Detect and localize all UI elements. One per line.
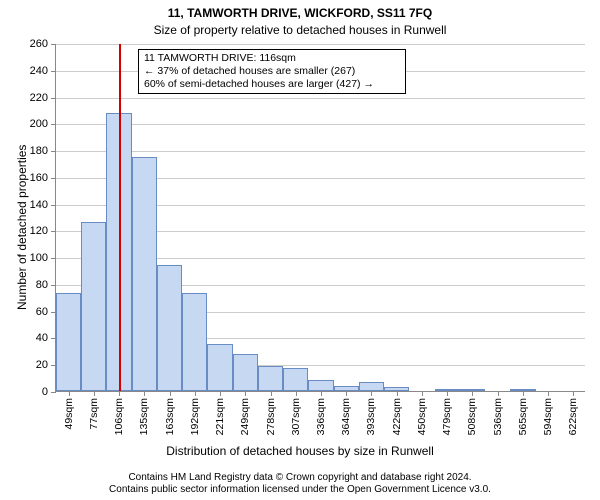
x-tick-label: 364sqm [340, 398, 352, 435]
y-tick-label: 120 [30, 225, 48, 237]
histogram-bar [132, 157, 157, 391]
x-tick [422, 391, 423, 396]
y-tick [51, 392, 56, 393]
y-tick-label: 140 [30, 199, 48, 211]
y-tick-label: 180 [30, 145, 48, 157]
x-tick [548, 391, 549, 396]
y-tick-label: 20 [36, 359, 48, 371]
x-tick-label: 163sqm [164, 398, 176, 435]
y-tick [51, 44, 56, 45]
y-tick-label: 260 [30, 38, 48, 50]
x-tick [447, 391, 448, 396]
annotation-box: 11 TAMWORTH DRIVE: 116sqm← 37% of detach… [138, 49, 406, 94]
histogram-bar [81, 222, 106, 391]
chart-subtitle: Size of property relative to detached ho… [0, 23, 600, 37]
x-tick-label: 77sqm [88, 398, 100, 430]
x-tick-label: 49sqm [63, 398, 75, 430]
plot-area: 02040608010012014016018020022024026049sq… [55, 44, 585, 392]
x-tick [498, 391, 499, 396]
y-tick [51, 71, 56, 72]
y-tick [51, 151, 56, 152]
x-tick-label: 192sqm [189, 398, 201, 435]
y-tick-label: 160 [30, 172, 48, 184]
x-tick-label: 450sqm [416, 398, 428, 435]
x-tick [69, 391, 70, 396]
x-tick [245, 391, 246, 396]
x-tick [220, 391, 221, 396]
histogram-bar [283, 368, 308, 391]
histogram-bar [308, 380, 333, 391]
annotation-line2: ← 37% of detached houses are smaller (26… [144, 65, 400, 78]
x-tick [119, 391, 120, 396]
y-tick [51, 231, 56, 232]
y-tick [51, 178, 56, 179]
grid-line [56, 44, 585, 45]
y-tick-label: 100 [30, 252, 48, 264]
x-tick [296, 391, 297, 396]
x-tick [573, 391, 574, 396]
x-tick [472, 391, 473, 396]
x-tick-label: 594sqm [542, 398, 554, 435]
y-tick [51, 98, 56, 99]
x-tick [371, 391, 372, 396]
y-tick-label: 60 [36, 306, 48, 318]
x-tick [271, 391, 272, 396]
x-tick-label: 278sqm [265, 398, 277, 435]
x-tick-label: 422sqm [391, 398, 403, 435]
attribution-line2: Contains public sector information licen… [0, 484, 600, 496]
y-tick-label: 200 [30, 118, 48, 130]
x-tick [170, 391, 171, 396]
y-tick-label: 220 [30, 92, 48, 104]
x-tick-label: 393sqm [365, 398, 377, 435]
x-tick [195, 391, 196, 396]
y-tick-label: 240 [30, 65, 48, 77]
x-tick-label: 135sqm [138, 398, 150, 435]
x-tick [94, 391, 95, 396]
grid-line [56, 124, 585, 125]
x-tick-label: 106sqm [113, 398, 125, 435]
x-tick-label: 622sqm [567, 398, 579, 435]
histogram-bar [56, 293, 81, 391]
grid-line [56, 151, 585, 152]
y-axis-label: Number of detached properties [15, 145, 29, 310]
x-tick-label: 479sqm [441, 398, 453, 435]
marker-line [119, 44, 121, 391]
attribution: Contains HM Land Registry data © Crown c… [0, 472, 600, 496]
histogram-bar [258, 366, 283, 391]
x-tick-label: 565sqm [517, 398, 529, 435]
x-tick-label: 307sqm [290, 398, 302, 435]
annotation-line3: 60% of semi-detached houses are larger (… [144, 78, 400, 91]
y-tick-label: 40 [36, 332, 48, 344]
x-tick [397, 391, 398, 396]
x-tick-label: 336sqm [315, 398, 327, 435]
x-tick-label: 536sqm [492, 398, 504, 435]
x-tick-label: 508sqm [466, 398, 478, 435]
x-tick-label: 221sqm [214, 398, 226, 435]
chart-title: 11, TAMWORTH DRIVE, WICKFORD, SS11 7FQ [0, 6, 600, 20]
grid-line [56, 98, 585, 99]
y-tick [51, 205, 56, 206]
y-tick [51, 285, 56, 286]
y-tick [51, 258, 56, 259]
x-tick [346, 391, 347, 396]
annotation-line1: 11 TAMWORTH DRIVE: 116sqm [144, 52, 400, 65]
histogram-bar [182, 293, 207, 391]
y-tick [51, 124, 56, 125]
x-axis-label: Distribution of detached houses by size … [0, 444, 600, 458]
y-tick-label: 0 [42, 386, 48, 398]
histogram-bar [359, 382, 384, 391]
histogram-bar [233, 354, 258, 391]
x-tick [523, 391, 524, 396]
histogram-bar [157, 265, 182, 391]
x-tick [144, 391, 145, 396]
y-tick-label: 80 [36, 279, 48, 291]
x-tick [321, 391, 322, 396]
attribution-line1: Contains HM Land Registry data © Crown c… [0, 472, 600, 484]
x-tick-label: 249sqm [239, 398, 251, 435]
histogram-bar [207, 344, 232, 391]
